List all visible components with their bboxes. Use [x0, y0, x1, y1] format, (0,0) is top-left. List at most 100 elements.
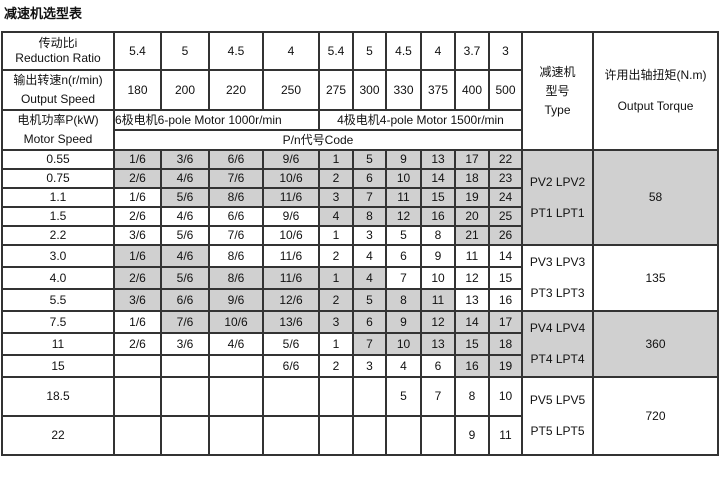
- table-row: 18.5 5 7 8 10 PV5 LPV5 PT5 LPT5 720: [1, 376, 719, 456]
- code-cell: 1/6: [113, 187, 162, 208]
- code-cell: 22: [488, 149, 523, 170]
- table-row: 1.1 1/6 5/6 8/6 11/6 3 7 11 15 19 24: [1, 187, 718, 208]
- table-row: 2.2 3/6 5/6 7/6 10/6 1 3 5 8 21 26: [1, 225, 718, 246]
- ratio-cell: 4.5: [385, 31, 422, 71]
- code-cell: 5/6: [262, 332, 320, 356]
- type-model: PV5 LPV5: [529, 393, 586, 407]
- code-cell: 6: [420, 354, 456, 378]
- table-row: 7.5 1/6 7/6 10/6 13/6 3 6 9 12 14 17 PV4 LPV4 PT4 LP…: [1, 310, 719, 378]
- code-cell: [208, 415, 264, 456]
- ratio-cell: 5.4: [113, 31, 162, 71]
- code-cell: [352, 415, 387, 456]
- code-cell: 9: [420, 244, 456, 268]
- code-cell: 7/6: [208, 168, 264, 189]
- code-cell: 2: [318, 244, 354, 268]
- code-cell: 3: [318, 310, 354, 334]
- code-cell: 26: [488, 225, 523, 246]
- code-cell: 5: [352, 288, 387, 312]
- power-cell: 5.5: [1, 288, 115, 312]
- code-cell: [262, 376, 320, 417]
- code-cell: 7/6: [208, 225, 264, 246]
- type-cell: PV5 LPV5 PT5 LPT5: [521, 376, 594, 456]
- speed-cell: 500: [488, 69, 523, 111]
- code-cell: 2: [318, 168, 354, 189]
- type-model: PV4 LPV4: [529, 321, 586, 335]
- power-cell: 1.1: [1, 187, 115, 208]
- code-cell: 1/6: [113, 244, 162, 268]
- code-cell: 13/6: [262, 310, 320, 334]
- code-cell: 4/6: [160, 244, 210, 268]
- code-cell: 4: [352, 266, 387, 290]
- code-cell: 19: [488, 354, 523, 378]
- code-cell: 16: [454, 354, 490, 378]
- code-cell: 8: [420, 225, 456, 246]
- code-cell: 23: [488, 168, 523, 189]
- code-cell: 17: [488, 310, 523, 334]
- code-cell: 11/6: [262, 244, 320, 268]
- code-cell: 9: [385, 310, 422, 334]
- code-cell: 8/6: [208, 244, 264, 268]
- type-model: PT1 LPT1: [530, 205, 585, 220]
- table-row: 0.55 1/6 3/6 6/6 9/6 1 5 9 13 17 22 PV2 LPV2 PT1 LPT…: [1, 149, 719, 246]
- speed-cell: 250: [262, 69, 320, 111]
- torque-cell: 135: [592, 244, 719, 312]
- code-cell: [420, 415, 456, 456]
- code-cell: 3/6: [113, 225, 162, 246]
- code-cell: 4: [318, 206, 354, 227]
- code-cell: [113, 415, 162, 456]
- code-cell: 2: [318, 288, 354, 312]
- code-cell: 14: [454, 310, 490, 334]
- speed-cell: 220: [208, 69, 264, 111]
- code-cell: 25: [488, 206, 523, 227]
- code-cell: 8/6: [208, 187, 264, 208]
- code-cell: 1/6: [113, 149, 162, 170]
- code-cell: [318, 415, 354, 456]
- code-cell: 14: [488, 244, 523, 268]
- power-cell: 15: [1, 354, 115, 378]
- code-cell: 12: [454, 266, 490, 290]
- code-label: P/n代号Code: [113, 129, 523, 151]
- torque-cell: 720: [592, 376, 719, 456]
- code-cell: [262, 415, 320, 456]
- code-cell: 5: [385, 225, 422, 246]
- code-cell: 21: [454, 225, 490, 246]
- power-cell: 3.0: [1, 244, 115, 268]
- code-cell: 3: [352, 354, 387, 378]
- power-cell: 1.5: [1, 206, 115, 227]
- code-cell: 2: [318, 354, 354, 378]
- code-cell: 1: [318, 225, 354, 246]
- code-cell: 2/6: [113, 266, 162, 290]
- power-cell: 0.75: [1, 168, 115, 189]
- code-cell: 5: [385, 376, 422, 417]
- code-cell: [385, 415, 422, 456]
- code-cell: 19: [454, 187, 490, 208]
- power-cell: 4.0: [1, 266, 115, 290]
- code-cell: 1: [318, 266, 354, 290]
- code-cell: 6/6: [208, 149, 264, 170]
- table-row: 11 2/6 3/6 4/6 5/6 1 7 10 13 15 18: [1, 332, 718, 356]
- ratio-cell: 4: [262, 31, 320, 71]
- code-cell: 7: [352, 332, 387, 356]
- code-cell: 12/6: [262, 288, 320, 312]
- code-cell: 6/6: [262, 354, 320, 378]
- code-cell: 3: [318, 187, 354, 208]
- power-cell: 22: [1, 415, 115, 456]
- code-cell: 15: [454, 332, 490, 356]
- code-cell: 1/6: [113, 310, 162, 334]
- table-row: 3.0 1/6 4/6 8/6 11/6 2 4 6 9 11 14 PV3 LPV3 PT3 LPT3…: [1, 244, 719, 312]
- motor-4pole: 4极电机4-pole Motor 1500r/min: [318, 109, 523, 131]
- speed-cell: 200: [160, 69, 210, 111]
- type-cell: PV3 LPV3 PT3 LPT3: [521, 244, 594, 312]
- code-cell: 12: [420, 310, 456, 334]
- code-cell: 10: [385, 332, 422, 356]
- code-cell: 10/6: [262, 168, 320, 189]
- code-cell: 2/6: [113, 206, 162, 227]
- code-cell: [208, 376, 264, 417]
- power-cell: 0.55: [1, 149, 115, 170]
- code-cell: 1: [318, 149, 354, 170]
- code-cell: 2/6: [113, 168, 162, 189]
- table-row: 4.0 2/6 5/6 8/6 11/6 1 4 7 10 12 15: [1, 266, 718, 290]
- code-cell: 7: [385, 266, 422, 290]
- code-cell: 5/6: [160, 187, 210, 208]
- code-cell: 5/6: [160, 225, 210, 246]
